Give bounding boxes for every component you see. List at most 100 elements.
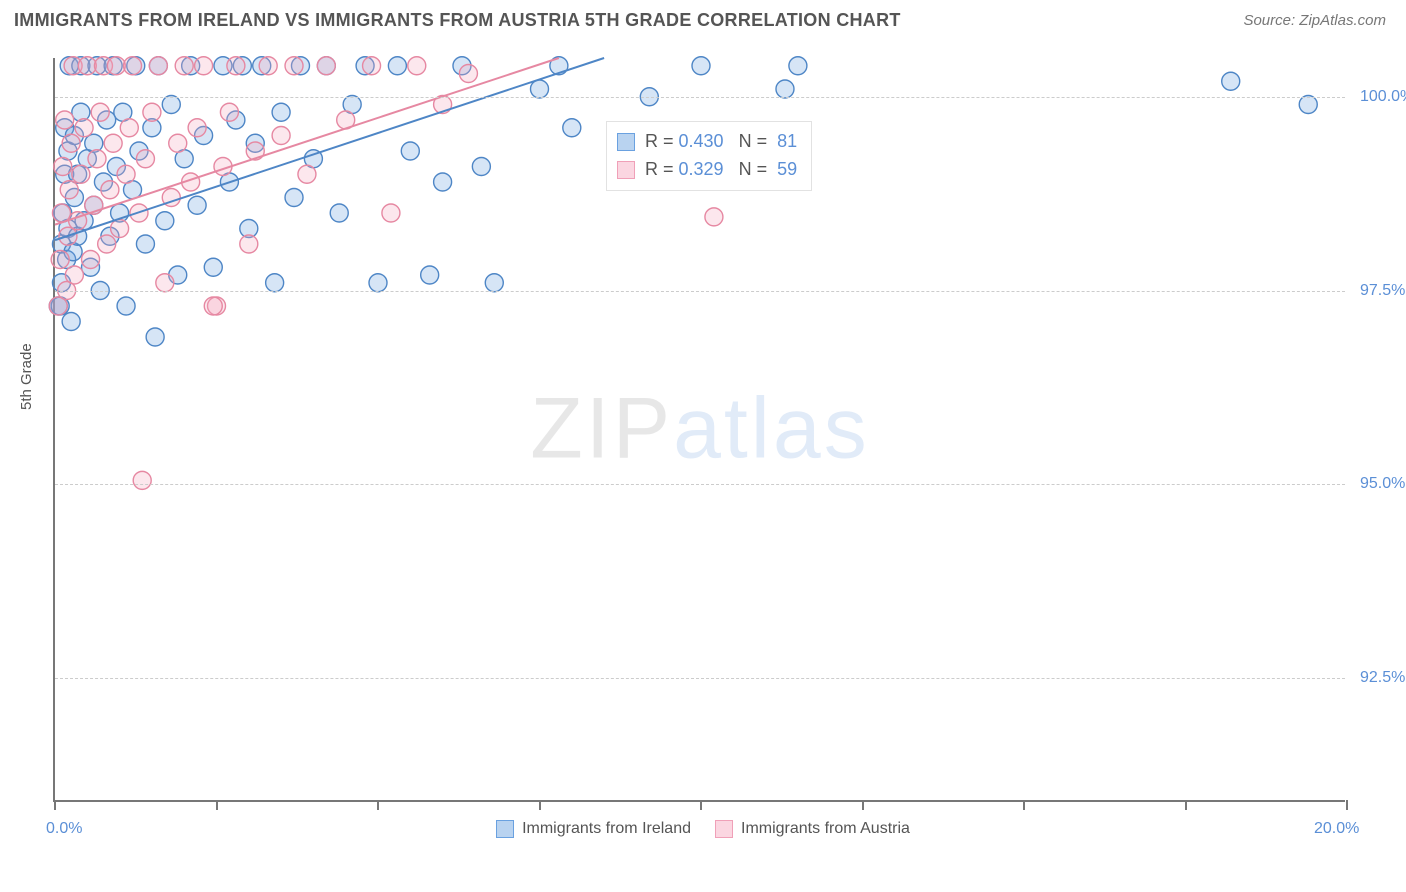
data-point — [65, 266, 83, 284]
gridline-h — [55, 291, 1345, 292]
data-point — [156, 212, 174, 230]
data-point — [776, 80, 794, 98]
data-point — [272, 103, 290, 121]
data-point — [388, 57, 406, 75]
data-point — [188, 119, 206, 137]
data-point — [133, 471, 151, 489]
trend-line — [55, 58, 559, 225]
series-swatch — [617, 161, 635, 179]
source-label: Source: ZipAtlas.com — [1243, 12, 1386, 29]
data-point — [285, 57, 303, 75]
data-point — [117, 297, 135, 315]
y-tick-label: 92.5% — [1360, 669, 1405, 687]
y-tick-label: 95.0% — [1360, 475, 1405, 493]
data-point — [240, 235, 258, 253]
data-point — [563, 119, 581, 137]
bottom-legend: Immigrants from Ireland Immigrants from A… — [0, 820, 1406, 838]
data-point — [143, 103, 161, 121]
data-point — [117, 165, 135, 183]
data-point — [60, 181, 78, 199]
data-point — [195, 57, 213, 75]
legend-item: Immigrants from Austria — [715, 820, 910, 838]
x-tick — [539, 800, 541, 810]
stats-row: R = 0.430 N = 81 — [617, 128, 797, 156]
data-point — [789, 57, 807, 75]
stats-text: R = 0.329 N = 59 — [645, 156, 797, 184]
data-point — [272, 127, 290, 145]
data-point — [146, 328, 164, 346]
data-point — [459, 65, 477, 83]
legend-item: Immigrants from Ireland — [496, 820, 691, 838]
data-point — [259, 57, 277, 75]
data-point — [78, 57, 96, 75]
x-tick — [1346, 800, 1348, 810]
data-point — [72, 165, 90, 183]
gridline-h — [55, 678, 1345, 679]
data-point — [705, 208, 723, 226]
data-point — [169, 134, 187, 152]
data-point — [485, 274, 503, 292]
data-point — [382, 204, 400, 222]
data-point — [98, 235, 116, 253]
data-point — [204, 297, 222, 315]
data-point — [149, 57, 167, 75]
x-tick — [862, 800, 864, 810]
y-tick-label: 100.0% — [1360, 88, 1406, 106]
x-tick — [1185, 800, 1187, 810]
data-point — [369, 274, 387, 292]
data-point — [408, 57, 426, 75]
data-point — [692, 57, 710, 75]
data-point — [120, 119, 138, 137]
data-point — [472, 158, 490, 176]
data-point — [52, 204, 70, 222]
data-point — [82, 251, 100, 269]
y-axis-label: 5th Grade — [18, 343, 35, 410]
gridline-h — [55, 97, 1345, 98]
stats-text: R = 0.430 N = 81 — [645, 128, 797, 156]
data-point — [62, 313, 80, 331]
legend-swatch — [496, 820, 514, 838]
chart-title: IMMIGRANTS FROM IRELAND VS IMMIGRANTS FR… — [14, 10, 901, 31]
data-point — [401, 142, 419, 160]
data-point — [101, 181, 119, 199]
data-point — [188, 196, 206, 214]
chart-plot-area: ZIPatlas R = 0.430 N = 81R = 0.329 N = 5… — [53, 58, 1345, 802]
stats-legend-box: R = 0.430 N = 81R = 0.329 N = 59 — [606, 121, 812, 191]
data-point — [88, 150, 106, 168]
data-point — [285, 189, 303, 207]
data-point — [1222, 72, 1240, 90]
data-point — [62, 134, 80, 152]
legend-label: Immigrants from Ireland — [522, 820, 691, 838]
x-tick — [216, 800, 218, 810]
y-tick-label: 97.5% — [1360, 282, 1405, 300]
legend-label: Immigrants from Austria — [741, 820, 910, 838]
data-point — [56, 111, 74, 129]
data-point — [317, 57, 335, 75]
data-point — [227, 57, 245, 75]
data-point — [531, 80, 549, 98]
x-tick — [1023, 800, 1025, 810]
data-point — [162, 96, 180, 114]
data-point — [363, 57, 381, 75]
x-tick — [377, 800, 379, 810]
data-point — [124, 57, 142, 75]
data-point — [421, 266, 439, 284]
data-point — [434, 173, 452, 191]
data-point — [330, 204, 348, 222]
data-point — [136, 235, 154, 253]
data-point — [156, 274, 174, 292]
series-swatch — [617, 133, 635, 151]
data-point — [1299, 96, 1317, 114]
data-point — [51, 251, 69, 269]
data-point — [204, 258, 222, 276]
data-point — [104, 134, 122, 152]
x-tick — [700, 800, 702, 810]
data-point — [107, 57, 125, 75]
data-point — [298, 165, 316, 183]
data-point — [266, 274, 284, 292]
data-point — [136, 150, 154, 168]
data-point — [75, 119, 93, 137]
legend-swatch — [715, 820, 733, 838]
stats-row: R = 0.329 N = 59 — [617, 156, 797, 184]
data-point — [175, 57, 193, 75]
